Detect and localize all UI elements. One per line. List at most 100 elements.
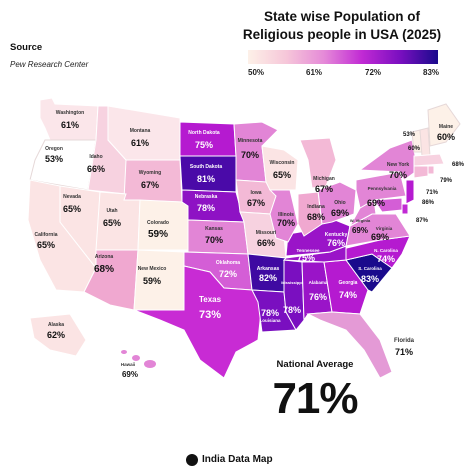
state-texas xyxy=(133,265,263,379)
state-value: 69% xyxy=(352,226,368,235)
state-alaska xyxy=(29,313,87,357)
state-value: 81% xyxy=(197,174,215,184)
state-value: 69% xyxy=(371,232,389,242)
state-value: 76% xyxy=(327,238,345,248)
state-name: Mississippi xyxy=(281,280,303,285)
state-name: Arkansas xyxy=(257,266,280,272)
state-name: Washington xyxy=(56,110,84,116)
state-maine xyxy=(427,103,461,147)
state-name: Pennsylvania xyxy=(368,186,397,191)
state-value: 71% xyxy=(395,347,413,357)
state-name: Florida xyxy=(394,338,415,344)
small-state-value: 87% xyxy=(416,218,429,224)
map-title: State wise Population of Religious peopl… xyxy=(242,9,442,42)
state-name: Colorado xyxy=(147,220,169,226)
state-name: Oregon xyxy=(45,146,63,152)
state-name: Texas xyxy=(199,295,222,304)
state-name: Oklahoma xyxy=(216,260,240,266)
state-name: Missouri xyxy=(256,230,277,236)
state-name: Tennessee xyxy=(297,248,320,253)
state-name: Ohio xyxy=(334,200,345,206)
state-hawaii-island xyxy=(121,350,127,354)
state-name: Indiana xyxy=(307,204,325,210)
state-name: Nebraska xyxy=(195,194,218,200)
legend-tick: 50% xyxy=(248,68,265,77)
state-name: Minnesota xyxy=(238,138,263,144)
state-name: Hawaii xyxy=(121,362,135,367)
state-value: 66% xyxy=(87,164,105,174)
state-ohio xyxy=(317,181,357,225)
state-name: Montana xyxy=(130,128,151,134)
national-average-label: National Average xyxy=(276,359,354,370)
state-value: 83% xyxy=(361,274,379,284)
state-name: South Dakota xyxy=(190,164,222,170)
state-new-jersey xyxy=(405,179,415,205)
state-value: 60% xyxy=(437,132,455,142)
state-name: Illinois xyxy=(278,212,294,218)
state-washington xyxy=(39,97,99,141)
national-average-value: 71% xyxy=(272,374,358,423)
state-delaware xyxy=(401,203,409,215)
state-value: 59% xyxy=(143,276,161,286)
state-name: Utah xyxy=(106,208,117,214)
state-value: 78% xyxy=(197,203,215,213)
state-value: 78% xyxy=(261,308,279,318)
state-name: Alabama xyxy=(309,280,328,285)
state-rhode-island xyxy=(427,165,435,175)
state-value: 70% xyxy=(241,150,259,160)
state-name: Arizona xyxy=(95,254,114,260)
state-value: 74% xyxy=(339,290,357,300)
state-value: 72% xyxy=(219,269,237,279)
state-name: N. Carolina xyxy=(374,248,398,253)
state-name: Virginia xyxy=(376,226,393,231)
state-value: 67% xyxy=(141,180,159,190)
state-name: Kentucky xyxy=(325,232,348,238)
state-illinois xyxy=(268,189,299,243)
legend-color-bar xyxy=(248,50,438,64)
state-value: 76% xyxy=(309,292,327,302)
state-michigan xyxy=(299,137,337,189)
state-value: 70% xyxy=(205,235,223,245)
state-value: 78% xyxy=(283,305,301,315)
state-name: Nevada xyxy=(63,194,81,200)
state-connecticut xyxy=(413,165,429,179)
state-value: 59% xyxy=(148,229,168,240)
state-value: 70% xyxy=(277,218,295,228)
state-value: 73% xyxy=(199,309,221,321)
state-value: 67% xyxy=(247,198,265,208)
state-value: 67% xyxy=(315,184,333,194)
small-state-value: 53% xyxy=(403,132,416,138)
state-massachusetts xyxy=(413,153,445,167)
state-value: 61% xyxy=(131,138,149,148)
state-name: North Dakota xyxy=(188,130,220,136)
small-state-value: 86% xyxy=(422,200,435,206)
state-value: 75% xyxy=(195,140,213,150)
state-hawaii xyxy=(144,360,156,368)
state-value: 75% xyxy=(297,253,315,263)
legend-tick: 61% xyxy=(306,68,323,77)
brand-footer: India Data Map xyxy=(180,452,340,468)
state-value: 53% xyxy=(45,154,63,164)
state-maryland xyxy=(373,197,403,213)
state-name: Alaska xyxy=(48,322,64,328)
state-value: 65% xyxy=(103,218,121,228)
state-wisconsin xyxy=(261,145,299,191)
state-florida xyxy=(306,311,393,379)
state-value: 69% xyxy=(367,198,385,208)
state-name: Idaho xyxy=(89,154,102,160)
state-value: 68% xyxy=(307,212,325,222)
state-name: S. Carolina xyxy=(358,266,382,271)
small-state-value: 79% xyxy=(440,178,453,184)
state-value: 65% xyxy=(63,204,81,214)
state-name: Michigan xyxy=(313,176,335,182)
state-value: 61% xyxy=(61,120,79,130)
source-name: Pew Research Center xyxy=(10,60,89,69)
state-west-virginia xyxy=(348,199,377,228)
state-name: W. Virginia xyxy=(350,218,371,223)
state-new-hampshire xyxy=(419,127,431,157)
state-value: 74% xyxy=(377,254,395,264)
source-heading: Source xyxy=(10,42,43,53)
small-state-value: 60% xyxy=(408,146,421,152)
legend-tick: 72% xyxy=(365,68,382,77)
